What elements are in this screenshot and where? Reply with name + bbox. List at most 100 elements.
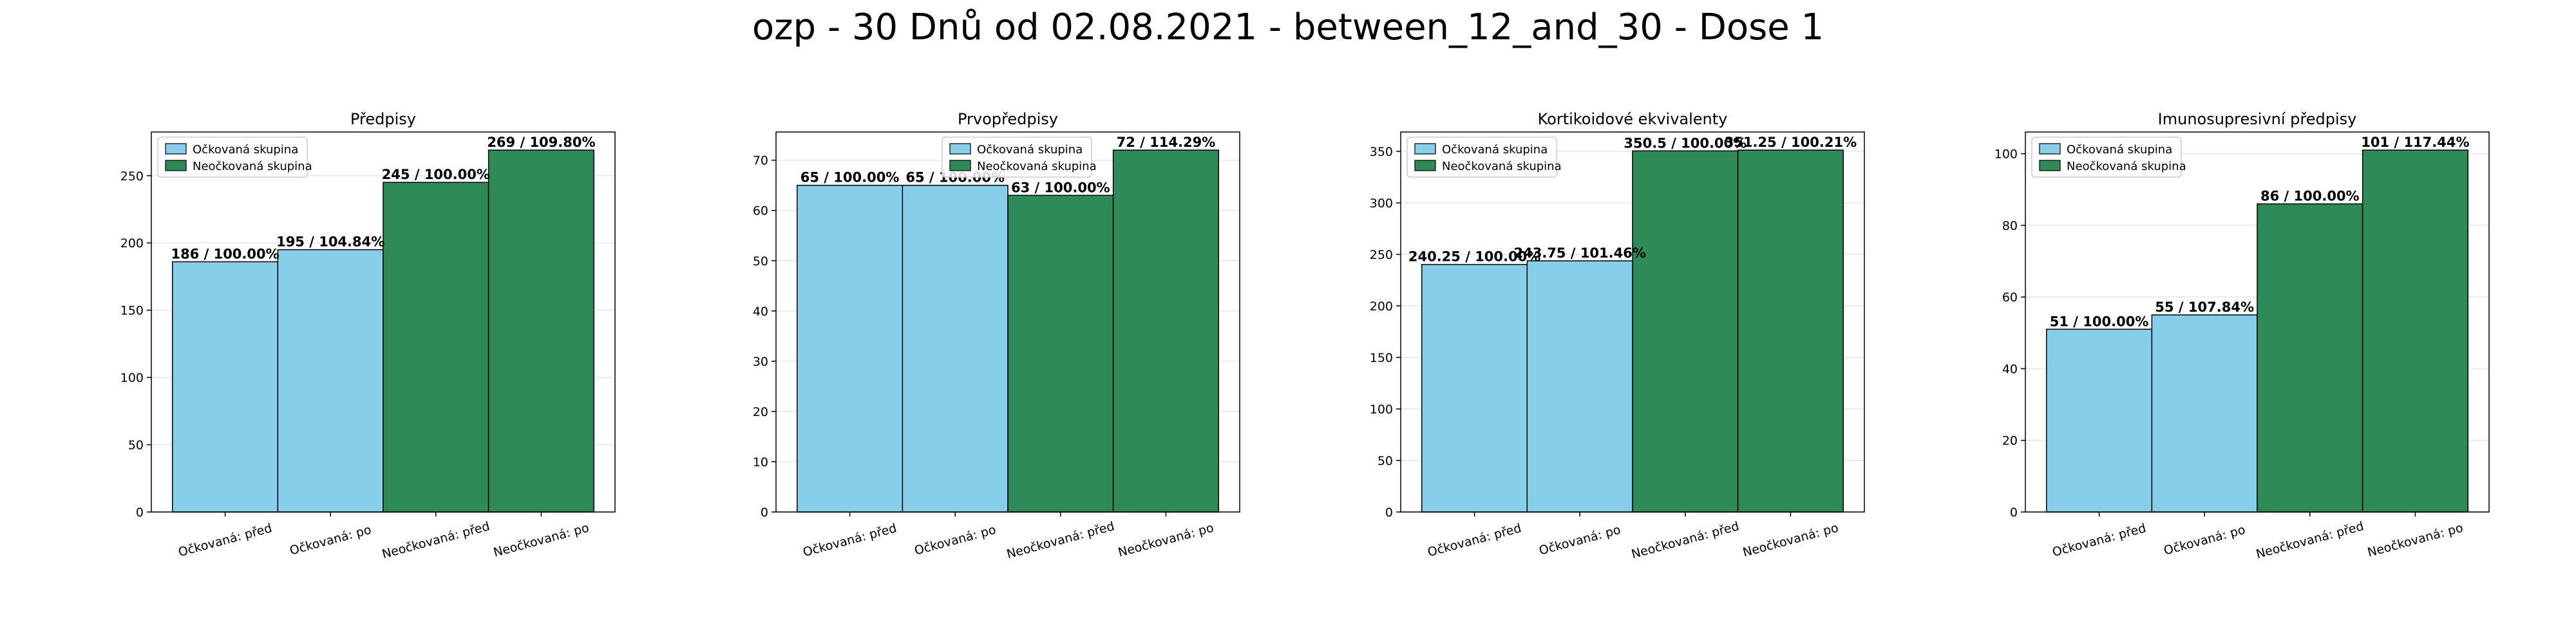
x-tick-label: Neočkovaná: před <box>381 519 491 562</box>
bar <box>488 149 594 513</box>
legend-swatch <box>2039 160 2061 171</box>
x-tick-label: Neočkovaná: před <box>1005 519 1116 562</box>
legend-label: Neočkovaná skupina <box>1442 160 1562 173</box>
y-axis: 0 50 100 150 200 250 300 350 <box>1370 145 1401 520</box>
x-tick-label: Očkovaná: po <box>289 523 373 558</box>
legend-box <box>942 137 1092 178</box>
axes-frame <box>775 131 1240 513</box>
y-tick-label: 100 <box>1994 147 2018 162</box>
bar <box>902 184 1009 513</box>
chart-title: Imunosupresivní předpisy <box>2158 110 2357 128</box>
chart-title: Kortikoidové ekvivalenty <box>1538 110 1728 128</box>
axes-frame <box>151 131 616 513</box>
data-label: 195 / 104.84% <box>276 234 384 250</box>
bar <box>2362 149 2468 513</box>
y-tick-label: 60 <box>753 204 768 218</box>
x-tick-label: Neočkovaná: po <box>1741 521 1840 560</box>
y-tick-label: 300 <box>1370 196 1393 211</box>
bar <box>1526 260 1633 513</box>
y-tick-label: 50 <box>753 254 768 269</box>
x-tick-label: Očkovaná: před <box>801 521 898 560</box>
y-tick-label: 40 <box>2002 362 2018 376</box>
bar <box>172 261 279 513</box>
bar <box>1007 194 1114 513</box>
y-tick-label: 150 <box>1370 351 1393 365</box>
bar <box>2151 314 2258 513</box>
bar <box>2257 203 2363 513</box>
legend-swatch <box>949 160 971 171</box>
y-tick-label: 80 <box>2002 219 2018 233</box>
data-label: 51 / 100.00% <box>2050 314 2149 329</box>
y-tick-label: 50 <box>128 439 144 453</box>
legend-swatch <box>165 143 187 155</box>
y-tick-label: 0 <box>761 506 768 520</box>
data-label: 86 / 100.00% <box>2260 189 2360 204</box>
data-label: 101 / 117.44% <box>2361 135 2469 150</box>
data-labels: 51 / 100.00% 55 / 107.84% 86 / 100.00% 101 … <box>2050 135 2470 329</box>
y-tick-label: 0 <box>136 506 144 520</box>
chart-svg: Předpisy 186 / 100.00%195 / 104.84% 245 / … <box>120 110 616 562</box>
legend: Očkovaná skupina Neočkovaná skupina <box>1406 137 1562 178</box>
chart-title: Prvopředpisy <box>958 110 1058 128</box>
legend-swatch <box>1414 160 1436 171</box>
data-label: 351.25 / 100.21% <box>1725 135 1857 150</box>
x-axis: Očkovaná: před Očkovaná: po Neočkovaná: př… <box>801 512 1215 562</box>
bar <box>1632 150 1739 513</box>
data-label: 245 / 100.00% <box>382 167 490 182</box>
legend: Očkovaná skupina Neočkovaná skupina <box>942 137 1097 178</box>
y-tick-label: 0 <box>1385 506 1393 520</box>
x-tick-label: Neočkovaná: před <box>2255 519 2365 562</box>
chart-panel-predpisy: Předpisy 186 / 100.00% 195 / 104.84% 245 / … <box>116 97 734 599</box>
y-tick-label: 70 <box>753 154 768 168</box>
legend-box <box>157 137 308 178</box>
y-tick-label: 250 <box>1370 248 1393 262</box>
legend-swatch <box>949 143 971 155</box>
legend-swatch <box>165 160 187 171</box>
data-labels: 240.25 / 100.00%243.75 / 101.46% 350.5 / … <box>1408 135 1857 265</box>
legend-label: Očkovaná skupina <box>193 143 298 156</box>
bars <box>797 149 1219 513</box>
bar <box>1112 149 1219 513</box>
legend-label: Očkovaná skupina <box>977 143 1083 156</box>
x-axis: Očkovaná: před Očkovaná: po Neočkovaná: př… <box>2050 512 2465 562</box>
legend-swatch <box>2039 143 2061 155</box>
y-tick-label: 200 <box>120 236 144 251</box>
bars <box>1421 149 1844 513</box>
legend-label: Očkovaná skupina <box>1442 143 1548 156</box>
bars <box>2046 149 2468 513</box>
bar <box>383 182 489 513</box>
chart-svg: Imunosupresivní předpisy 51 / 100.00% 55 /… <box>1994 110 2490 562</box>
y-tick-label: 100 <box>1370 402 1393 417</box>
x-tick-label: Očkovaná: po <box>1538 523 1622 558</box>
x-tick-label: Očkovaná: před <box>176 521 273 560</box>
data-label: 243.75 / 101.46% <box>1513 245 1645 261</box>
y-tick-label: 250 <box>120 169 144 184</box>
bars <box>172 149 594 513</box>
y-axis: 0 10 20 30 40 50 60 70 <box>753 154 776 520</box>
x-tick-label: Neočkovaná: po <box>2366 521 2465 560</box>
legend-label: Očkovaná skupina <box>2067 143 2172 156</box>
axes-frame <box>2025 131 2490 513</box>
x-axis: Očkovaná: před Očkovaná: po Neočkovaná: př… <box>176 512 591 562</box>
y-tick-label: 40 <box>753 305 768 319</box>
data-label: 240.25 / 100.00% <box>1408 249 1540 265</box>
data-label: 63 / 100.00% <box>1011 180 1110 195</box>
y-tick-label: 20 <box>753 405 768 419</box>
x-tick-label: Neočkovaná: po <box>1117 521 1215 560</box>
x-tick-label: Očkovaná: po <box>2163 523 2247 558</box>
x-axis: Očkovaná: před Očkovaná: po Neočkovaná: př… <box>1426 512 1840 562</box>
chart-panel-imunosupresivni-predpisy: Imunosupresivní předpisy 51 / 100.00% 55 /… <box>1990 97 2576 599</box>
x-tick-label: Očkovaná: před <box>2050 521 2147 560</box>
y-tick-label: 60 <box>2002 290 2018 305</box>
y-tick-label: 100 <box>120 371 144 385</box>
legend-label: Neočkovaná skupina <box>977 160 1097 173</box>
chart-title: Předpisy <box>350 110 416 128</box>
legend-label: Neočkovaná skupina <box>2067 160 2186 173</box>
legend-box <box>1406 137 1557 178</box>
data-label: 269 / 109.80% <box>487 135 595 150</box>
legend-swatch <box>1414 143 1436 155</box>
y-tick-label: 150 <box>120 304 144 318</box>
bar <box>277 249 384 513</box>
